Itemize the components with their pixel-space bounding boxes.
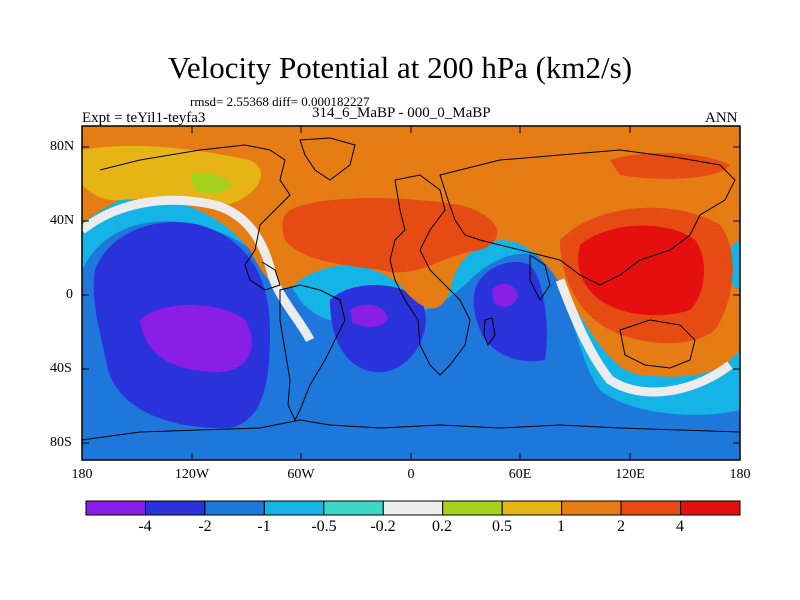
lat-label-80n: 80N: [50, 139, 75, 154]
axis-ticks: [82, 126, 740, 460]
lon-label-60e: 60E: [508, 467, 532, 482]
colorbar-label: -4: [138, 518, 152, 535]
season-label: ANN: [705, 110, 738, 126]
region-near-zero-band-south: [555, 278, 733, 397]
colorbar-box: [620, 500, 682, 516]
coastline-madagascar: [483, 317, 496, 347]
colorbar-label: 1: [557, 518, 565, 535]
colorbar-label: 4: [676, 518, 684, 535]
coastline-antarctica: [82, 419, 740, 441]
lon-label-120e: 120E: [615, 467, 645, 482]
colorbar-label: -0.2: [370, 518, 396, 535]
case-label: 314_6_MaBP - 000_0_MaBP: [312, 105, 491, 121]
coastline-south-america: [279, 284, 346, 422]
lat-label-80s: 80S: [50, 435, 72, 450]
coastline-north-america: [99, 144, 291, 291]
rmsd-stats: rmsd= 2.55368 diff= 0.000182227: [190, 94, 370, 109]
coastline-india: [529, 254, 551, 301]
region-very-strong-negative-pacific: [140, 305, 252, 372]
experiment-label: Expt = teYil1-teyfa3: [82, 110, 206, 126]
colorbar-box: [501, 500, 563, 516]
colorbar-box: [204, 500, 265, 516]
region-near-zero-band-west: [82, 195, 315, 343]
region-very-strong-negative-atlantic: [350, 304, 388, 327]
velocity-potential-field: [82, 126, 740, 460]
lon-label-60w: 60W: [287, 467, 315, 482]
colorbar: [85, 500, 741, 516]
colorbar-box: [85, 500, 146, 516]
colorbar-label: -0.5: [311, 518, 337, 535]
region-strong-negative-indian: [473, 261, 547, 362]
region-strong-positive-arctic: [610, 153, 730, 179]
lat-label-40n: 40N: [50, 213, 75, 228]
plot-title: Velocity Potential at 200 hPa (km2/s): [167, 50, 633, 85]
colorbar-box: [680, 500, 741, 516]
colorbar-label: 2: [617, 518, 625, 535]
lat-label-0: 0: [66, 287, 73, 302]
lon-label-0: 0: [407, 467, 415, 482]
coastline-europe-africa: [389, 174, 471, 376]
region-strong-positive-north: [282, 198, 498, 273]
colorbar-label: -2: [198, 518, 212, 535]
colorbar-box: [382, 500, 444, 516]
colorbar-label: 0.5: [492, 518, 512, 535]
lon-label-120w: 120W: [174, 467, 210, 482]
colorbar-label: -1: [257, 518, 271, 535]
lat-label-40s: 40S: [50, 361, 72, 376]
lon-label-180w: 180: [71, 467, 93, 482]
colorbar-box: [263, 500, 325, 516]
coastline-australia: [619, 319, 696, 369]
colorbar-box: [561, 500, 622, 516]
region-strong-negative-atlantic: [330, 285, 426, 373]
coastlines: [82, 137, 740, 441]
region-weak-positive-arctic: [190, 173, 232, 194]
colorbar-box: [144, 500, 206, 516]
lon-label-180e: 180: [729, 467, 751, 482]
region-very-strong-negative-indian: [492, 283, 518, 307]
coastline-asia: [439, 149, 736, 286]
colorbar-box: [323, 500, 384, 516]
colorbar-label: 0.2: [432, 518, 452, 535]
coastline-greenland: [299, 137, 356, 181]
colorbar-box: [442, 500, 503, 516]
